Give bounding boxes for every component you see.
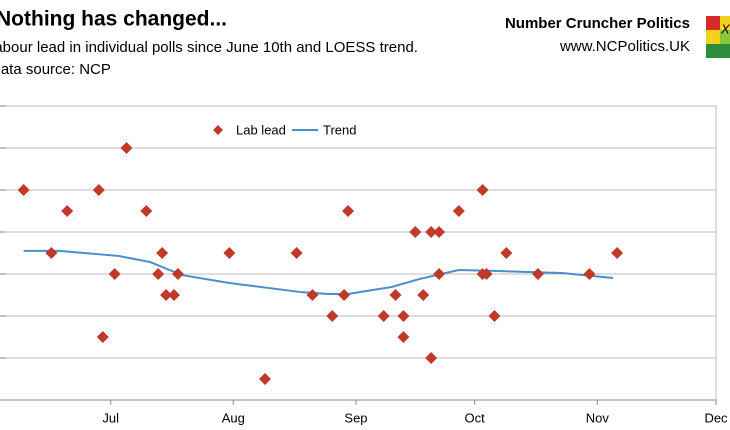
logo-square	[706, 16, 720, 30]
url: www.NCPolitics.UK	[559, 38, 690, 55]
poll-point	[611, 247, 624, 259]
poll-point	[17, 184, 30, 196]
poll-point	[377, 310, 390, 322]
poll-point	[476, 184, 489, 196]
logo-square	[706, 30, 720, 44]
chart-subtitle: Labour lead in individual polls since Ju…	[0, 39, 418, 56]
poll-point	[397, 310, 410, 322]
poll-point	[433, 268, 446, 280]
poll-point	[397, 331, 410, 343]
poll-point	[417, 289, 430, 301]
poll-point	[488, 310, 501, 322]
poll-point	[96, 331, 109, 343]
x-tick-label: Jul	[102, 410, 119, 425]
source: Data source: NCP	[0, 61, 111, 78]
poll-point	[338, 289, 351, 301]
poll-point	[61, 205, 74, 217]
poll-point	[342, 205, 355, 217]
poll-point	[167, 289, 180, 301]
poll-point	[409, 226, 422, 238]
poll-point	[152, 268, 165, 280]
x-tick-label: Oct	[465, 410, 486, 425]
logo-square	[720, 44, 730, 58]
logo: X	[706, 16, 730, 58]
poll-point	[223, 247, 236, 259]
poll-point	[108, 268, 121, 280]
poll-point	[290, 247, 303, 259]
poll-point	[140, 205, 153, 217]
poll-point	[258, 373, 271, 385]
poll-point	[156, 247, 169, 259]
poll-point	[425, 352, 438, 364]
poll-point	[171, 268, 184, 280]
poll-point	[452, 205, 465, 217]
legend-label: Trend	[323, 122, 356, 137]
poll-point	[306, 289, 319, 301]
chart-title: Nothing has changed...	[0, 8, 227, 31]
logo-square	[706, 44, 720, 58]
legend-label: Lab lead	[236, 122, 286, 137]
poll-point	[389, 289, 402, 301]
x-tick-label: Dec	[704, 410, 728, 425]
x-tick-label: Nov	[586, 410, 610, 425]
poll-point	[480, 268, 493, 280]
poll-point	[160, 289, 173, 301]
poll-point	[326, 310, 339, 322]
logo-square	[720, 16, 730, 30]
poll-point	[92, 184, 105, 196]
brand: Number Cruncher Politics	[505, 15, 690, 32]
legend-marker	[213, 125, 223, 135]
logo-square	[720, 30, 730, 44]
poll-point	[531, 268, 544, 280]
poll-point	[120, 142, 133, 154]
poll-point	[500, 247, 513, 259]
x-tick-label: Aug	[222, 410, 245, 425]
poll-point	[45, 247, 58, 259]
poll-point	[425, 226, 438, 238]
x-tick-label: Sep	[344, 410, 367, 425]
logo-x: X	[720, 21, 730, 36]
poll-point	[583, 268, 596, 280]
poll-point	[433, 226, 446, 238]
